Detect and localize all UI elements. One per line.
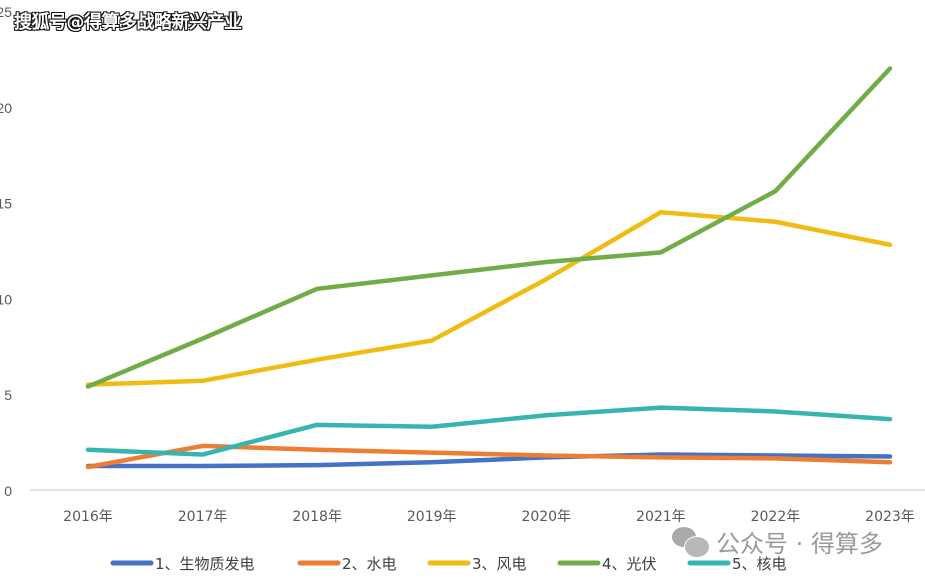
wechat-icon	[672, 526, 710, 558]
legend-label: 1、生物质发电	[155, 555, 255, 573]
y-tick-label: 5	[4, 387, 12, 403]
series-line-2	[85, 443, 893, 470]
x-tick-label: 2023年	[865, 509, 915, 525]
watermark-bottom: 公众号 · 得算多	[672, 524, 883, 559]
x-tick-label: 2021年	[636, 509, 686, 525]
y-tick-label: 25	[0, 4, 12, 20]
y-tick-label: 20	[0, 100, 12, 116]
y-tick-label: 15	[0, 196, 12, 212]
x-tick-label: 2020年	[521, 509, 571, 525]
series-line-1	[85, 452, 893, 469]
y-tick-label: 10	[0, 291, 12, 307]
x-tick-label: 2018年	[292, 509, 342, 525]
legend-label: 3、风电	[472, 555, 527, 573]
legend-label: 4、光伏	[602, 555, 657, 573]
series-line-3	[85, 209, 893, 387]
legend-label: 5、核电	[732, 555, 787, 573]
y-tick-label: 0	[4, 483, 12, 499]
x-tick-label: 2022年	[751, 509, 801, 525]
watermark-top: 搜狐号@得算多战略新兴产业	[14, 12, 242, 33]
series-line-5	[85, 405, 893, 457]
series-line-4	[85, 66, 893, 389]
x-tick-label: 2016年	[63, 509, 113, 525]
watermark-bottom-text: 公众号 · 得算多	[716, 530, 883, 558]
legend-label: 2、水电	[342, 555, 397, 573]
x-tick-label: 2019年	[407, 509, 457, 525]
x-tick-label: 2017年	[178, 509, 228, 525]
